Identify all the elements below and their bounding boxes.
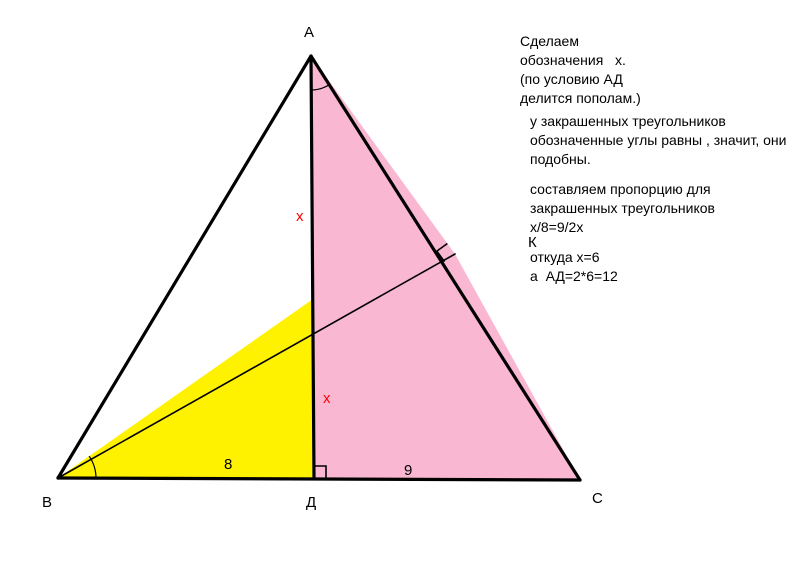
vertex-label-a: А (304, 24, 314, 41)
segment-label-dc: 9 (404, 462, 412, 479)
segment-label-md: x (323, 390, 331, 407)
vertex-label-d: Д (306, 494, 316, 511)
explanation-block-1: Сделаем обозначения x. (по условию АД де… (520, 32, 770, 108)
vertex-label-c: С (592, 490, 603, 507)
vertex-label-b: В (42, 494, 52, 511)
explanation-block-4: откуда x=6 а АД=2*6=12 (530, 248, 790, 286)
explanation-block-3: составляем пропорцию для закрашенных тре… (530, 180, 790, 237)
segment-label-am: x (296, 208, 304, 225)
segment-label-bd: 8 (224, 456, 232, 473)
explanation-block-2: у закрашенных треугольников обозначенные… (530, 112, 790, 169)
